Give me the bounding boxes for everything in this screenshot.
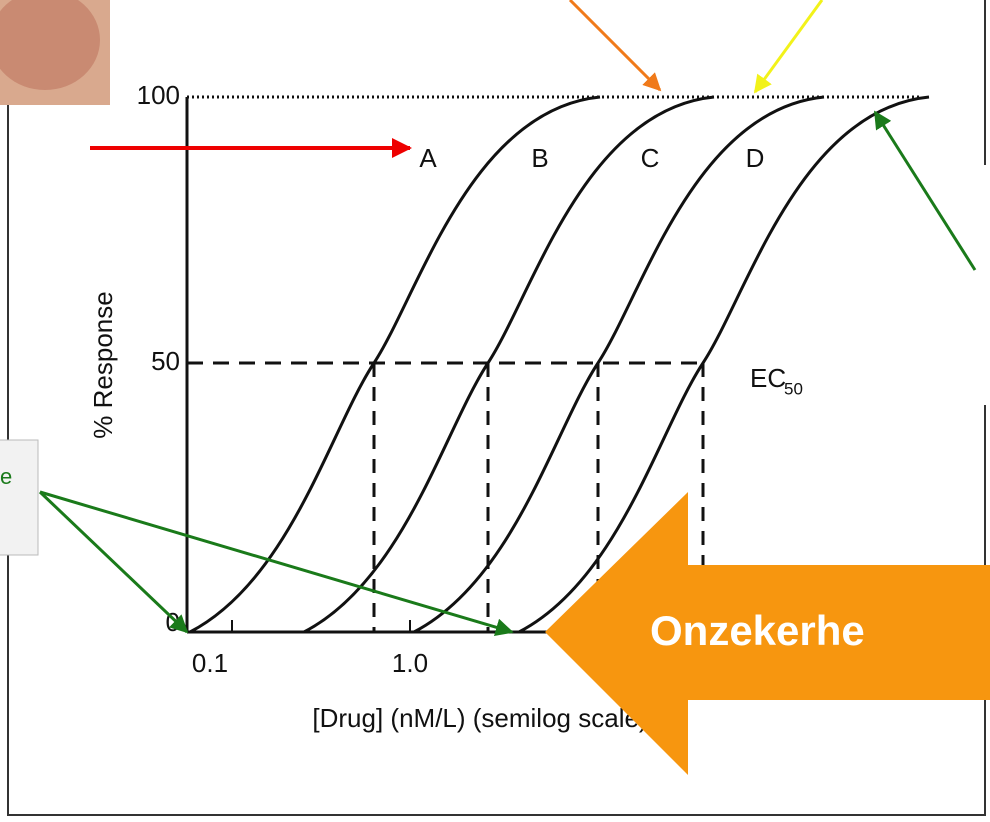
- green-pointer: [39, 490, 514, 637]
- y-tick-label: 100: [137, 80, 180, 110]
- y-tick-label: 50: [151, 346, 180, 376]
- frame: [7, 0, 986, 816]
- curve-label: B: [531, 143, 548, 173]
- curve-label: C: [641, 143, 660, 173]
- green-pointer: [38, 490, 189, 634]
- x-axis-label: [Drug] (nM/L) (semilog scale): [312, 703, 647, 733]
- ec50-subscript: 50: [784, 379, 803, 398]
- curves: [189, 95, 930, 634]
- left-box-text: e: [0, 464, 12, 489]
- right-box: [945, 165, 990, 405]
- green-pointer: [873, 110, 977, 271]
- x-tick-label: 0.1: [192, 648, 228, 678]
- ec50-label: EC: [750, 363, 786, 393]
- orange-pointer: [568, 0, 662, 92]
- left-box: [0, 439, 39, 556]
- curve-label: A: [419, 143, 437, 173]
- yellow-pointer: [753, 0, 824, 94]
- x-tick-label: 1.0: [392, 648, 428, 678]
- photo-detail: [0, 0, 100, 90]
- curve-label: D: [746, 143, 765, 173]
- big-arrow: [545, 492, 990, 775]
- plot: [185, 95, 930, 634]
- banner-text: Onzekerhe: [650, 607, 865, 654]
- y-axis-label: % Response: [88, 291, 118, 438]
